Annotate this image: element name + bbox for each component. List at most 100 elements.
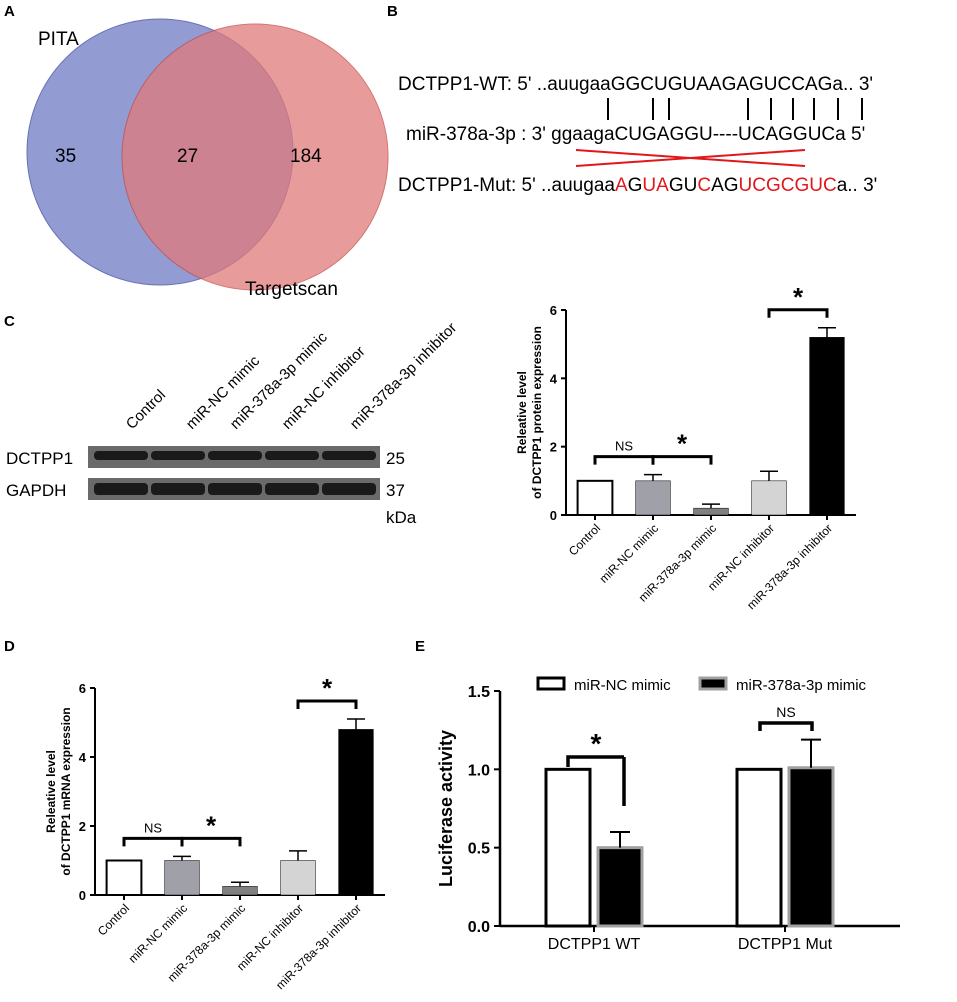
y-axis-label: Releative levelof DCTPP1 mRNA expression xyxy=(44,707,73,875)
mut-segment: G xyxy=(628,175,643,196)
mut-sequence: DCTPP1-Mut: 5' ..auugaaAGUAGUCAGUCGCGUCa… xyxy=(398,175,877,196)
blot-band xyxy=(208,451,262,460)
x-tick-label: Control xyxy=(566,521,603,558)
y-axis-label-line: of DCTPP1 protein expression xyxy=(530,326,544,499)
y-tick-label: 6 xyxy=(79,681,86,696)
blot-lane-label: miR-NC mimic xyxy=(183,352,264,433)
mut-segment: GU xyxy=(669,175,698,196)
significance-bracket xyxy=(296,699,358,710)
significance-label: * xyxy=(591,728,602,759)
blot-band xyxy=(94,483,148,495)
mut-segment: UA xyxy=(642,175,669,196)
blot-lane-label: Control xyxy=(123,387,169,433)
bar xyxy=(693,507,729,516)
venn-left-label: PITA xyxy=(38,29,79,50)
bar xyxy=(338,729,374,896)
mir-sequence: miR-378a-3p : 3' ggaagaCUGAGGU----UCAGGU… xyxy=(406,124,865,145)
mut-tail: a.. 3' xyxy=(837,175,878,196)
significance-label: * xyxy=(322,673,333,703)
significance-bracket xyxy=(122,836,184,847)
bar xyxy=(635,480,671,516)
y-tick-label: 0.5 xyxy=(468,841,490,858)
blot-band xyxy=(322,451,376,460)
bar xyxy=(164,860,200,896)
blot-band xyxy=(208,483,262,495)
bar xyxy=(751,480,787,516)
y-tick-label: 0 xyxy=(550,508,557,523)
legend-swatch xyxy=(698,676,728,691)
significance-bracket xyxy=(593,455,655,465)
blot-band xyxy=(322,483,376,495)
significance-bracket xyxy=(758,721,814,731)
mut-segment: AG xyxy=(711,175,738,196)
panel-letter-b: B xyxy=(387,3,398,20)
x-tick-label: DCTPP1 Mut xyxy=(738,936,833,953)
blot-lane-label: miR-378a-3p inhibitor xyxy=(347,319,460,432)
bar xyxy=(735,767,783,928)
bar xyxy=(105,859,143,896)
significance-label: * xyxy=(793,282,804,312)
pairing-lines xyxy=(607,98,863,120)
venn-left-count: 35 xyxy=(55,146,76,167)
x-tick-label: miR-NC mimic xyxy=(126,901,191,966)
significance-label: NS xyxy=(144,820,162,835)
y-axis-label-line: of DCTPP1 mRNA expression xyxy=(59,707,73,875)
blot-band xyxy=(265,451,319,460)
bar xyxy=(596,846,644,928)
mut-segment: C xyxy=(697,175,711,196)
y-axis-label-line: Releative level xyxy=(44,750,58,833)
y-tick-label: 6 xyxy=(550,303,557,318)
chart-e-luciferase: 0.0 0.5 1.0 1.5 DCTPP1 WT DCTPP1 Mut * NS miR-NC… xyxy=(436,676,900,953)
blot-band xyxy=(94,451,148,460)
significance-bracket xyxy=(767,308,829,318)
y-axis-label: Releative levelof DCTPP1 protein express… xyxy=(515,326,544,499)
bar xyxy=(280,860,316,896)
blot-row-label: GAPDH xyxy=(6,481,66,500)
x-tick-label: DCTPP1 WT xyxy=(548,936,641,953)
y-tick-label: 0 xyxy=(79,888,86,903)
mut-segment: A xyxy=(615,175,628,196)
y-axis-label-line: Releative level xyxy=(515,371,529,454)
bar xyxy=(809,337,845,516)
y-tick-label: 0.0 xyxy=(468,919,490,936)
significance-label: * xyxy=(206,810,217,840)
blot-row-size: 25 xyxy=(386,449,405,468)
significance-label: NS xyxy=(776,704,795,720)
blot-row-label: DCTPP1 xyxy=(6,449,73,468)
venn-overlap-count: 27 xyxy=(177,146,198,167)
sequence-alignment: DCTPP1-WT: 5' ..auugaaGGCUGUAAGAGUCCAGa.… xyxy=(398,74,877,196)
blot-band xyxy=(151,483,205,495)
panel-letter-e: E xyxy=(415,638,425,655)
blot-unit: kDa xyxy=(386,508,417,527)
legend-swatch xyxy=(536,676,566,691)
wt-sequence: DCTPP1-WT: 5' ..auugaaGGCUGUAAGAGUCCAGa.… xyxy=(398,74,873,95)
panel-letter-c: C xyxy=(4,313,15,330)
significance-label: * xyxy=(677,429,688,459)
y-tick-label: 2 xyxy=(550,440,557,455)
y-tick-label: 1.5 xyxy=(468,684,490,701)
blot-row-size: 37 xyxy=(386,481,405,500)
venn-right-label: Targetscan xyxy=(245,279,338,300)
blot-band xyxy=(265,483,319,495)
significance-bracket xyxy=(180,836,242,847)
y-tick-label: 1.0 xyxy=(468,762,490,779)
significance-bracket xyxy=(566,755,624,767)
bar xyxy=(222,886,258,896)
legend-label: miR-NC mimic xyxy=(574,677,671,694)
y-tick-label: 2 xyxy=(79,819,86,834)
significance-label: NS xyxy=(615,439,633,454)
panel-letter-d: D xyxy=(4,638,15,655)
venn-right-circle xyxy=(121,23,389,291)
significance-bracket xyxy=(651,455,713,465)
x-tick-label: miR-NC mimic xyxy=(597,521,662,586)
mutation-cross-line-2 xyxy=(575,149,806,167)
mut-segment: UCGCGUC xyxy=(739,175,837,196)
blot-band xyxy=(151,451,205,460)
venn-diagram: PITA Targetscan 35 27 184 xyxy=(26,18,389,300)
venn-right-count: 184 xyxy=(290,146,322,167)
y-tick-label: 4 xyxy=(79,750,87,765)
legend-label: miR-378a-3p mimic xyxy=(736,677,867,694)
